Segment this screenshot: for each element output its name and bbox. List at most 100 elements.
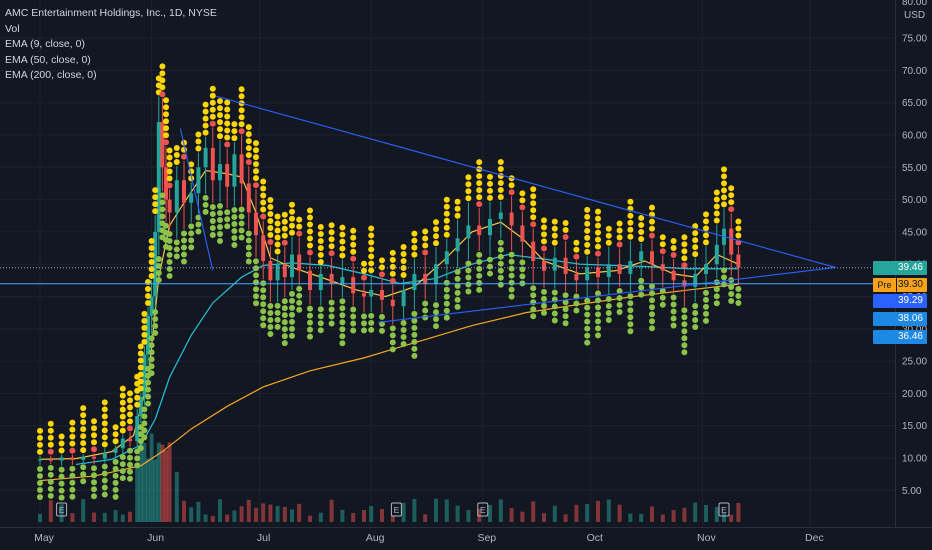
volume-bar — [318, 512, 323, 522]
signal-dot-yellow — [638, 214, 645, 221]
volume-bar — [444, 499, 449, 522]
signal-dot-yellow — [562, 227, 569, 234]
volume-bar — [628, 513, 633, 522]
signal-dot-green — [267, 324, 274, 331]
signal-dot-green — [454, 296, 461, 303]
signal-dot-yellow — [584, 241, 591, 248]
signal-dot-yellow — [37, 427, 43, 434]
signal-dot-green — [649, 311, 655, 318]
signal-dot-yellow — [224, 127, 231, 134]
signal-dot-green — [465, 288, 472, 295]
signal-dot-green — [69, 486, 76, 493]
signal-dot-green — [195, 228, 202, 235]
signal-dot-yellow — [173, 159, 180, 166]
signal-dot-yellow — [202, 115, 209, 122]
signal-dot-yellow — [188, 175, 195, 182]
legend-vol[interactable]: Vol — [5, 22, 20, 35]
signal-dot-yellow — [112, 438, 119, 445]
signal-dot-yellow — [721, 187, 727, 194]
signal-dot-green — [209, 218, 216, 225]
signal-dot-yellow — [231, 135, 238, 142]
signal-dot-green — [47, 485, 54, 492]
signal-dot-yellow — [166, 182, 173, 189]
candle-body — [308, 270, 312, 291]
signal-dot-yellow — [605, 225, 612, 232]
signal-dot-green — [145, 386, 151, 393]
signal-dot-yellow — [195, 131, 202, 138]
signal-dot-green — [166, 272, 173, 279]
signal-dot-yellow — [519, 204, 526, 211]
signal-dot-yellow — [422, 235, 429, 242]
signal-dot-yellow — [497, 187, 504, 194]
signal-dot-green — [101, 477, 108, 484]
signal-dot-yellow — [519, 197, 526, 204]
signal-dot-yellow — [681, 241, 688, 248]
signal-dot-green — [508, 258, 515, 265]
signal-dot-green — [692, 323, 699, 330]
signal-dot-yellow — [595, 250, 601, 257]
signal-dot-green — [209, 211, 216, 218]
signal-dot-green — [595, 304, 601, 311]
candle-body — [153, 231, 158, 297]
signal-dot-yellow — [692, 237, 699, 244]
legend-symbol[interactable]: AMC Entertainment Holdings, Inc., 1D, NY… — [5, 7, 217, 19]
trendlines[interactable] — [179, 95, 836, 323]
candle-body — [182, 180, 186, 203]
signal-dot-yellow — [400, 251, 407, 258]
signal-dot-green — [307, 333, 313, 340]
signal-dot-green — [296, 306, 303, 313]
signal-dot-yellow — [37, 441, 43, 448]
legend-ema9[interactable]: EMA (9, close, 0) — [5, 38, 85, 50]
signal-dot-yellow — [148, 238, 155, 245]
legend-ema200[interactable]: EMA (200, close, 0) — [5, 69, 97, 81]
signal-dot-green — [605, 295, 612, 302]
candle-body — [203, 147, 208, 168]
signal-dot-yellow — [80, 419, 87, 426]
signal-dot-green — [713, 286, 720, 293]
signal-dot-yellow — [530, 207, 537, 214]
signal-dot-yellow — [238, 86, 245, 93]
signal-dot-green — [141, 413, 148, 420]
signal-dot-yellow — [224, 120, 231, 127]
signal-dot-yellow — [713, 196, 720, 203]
price-tick-label: 45.00 — [902, 227, 927, 238]
signal-dot-green — [339, 319, 346, 326]
signal-dot-green — [166, 244, 173, 251]
horizontal-levels[interactable] — [0, 267, 895, 285]
signal-dot-green — [307, 305, 313, 312]
volume-bar — [218, 499, 222, 522]
signal-dot-green — [188, 223, 195, 230]
candle-body — [156, 122, 161, 232]
signal-dot-green — [238, 220, 245, 227]
signal-dot-green — [584, 311, 591, 318]
price-tick-label: 5.00 — [902, 486, 922, 497]
currency-label[interactable]: USD — [904, 10, 926, 21]
last-price-badge: 39.46 — [873, 261, 927, 275]
legend-ema50[interactable]: EMA (50, close, 0) — [5, 53, 91, 66]
signal-dot-yellow — [627, 198, 634, 205]
signal-dot-green — [595, 290, 601, 297]
candle-body — [48, 459, 53, 461]
signal-dot-green — [145, 379, 151, 386]
signal-dot-yellow — [389, 256, 396, 263]
volume-bar — [369, 506, 374, 522]
candle-body — [444, 251, 449, 265]
candle-body — [239, 154, 244, 184]
candle-body — [189, 193, 194, 203]
volume-bar — [282, 506, 287, 522]
signal-dot-green — [289, 318, 295, 325]
volume-bar — [92, 512, 96, 522]
signal-dot-yellow — [166, 154, 173, 161]
volume-bar — [196, 501, 201, 522]
signal-dot-green — [217, 230, 223, 237]
signal-dot-yellow — [69, 440, 76, 447]
candle-body — [232, 154, 237, 187]
signal-dot-yellow — [101, 413, 108, 420]
time-tick-label: Sep — [477, 532, 496, 544]
signal-dot-yellow — [508, 182, 515, 189]
signal-dot-green — [307, 319, 313, 326]
signal-dot-yellow — [238, 107, 245, 114]
signal-dot-yellow — [307, 214, 313, 221]
